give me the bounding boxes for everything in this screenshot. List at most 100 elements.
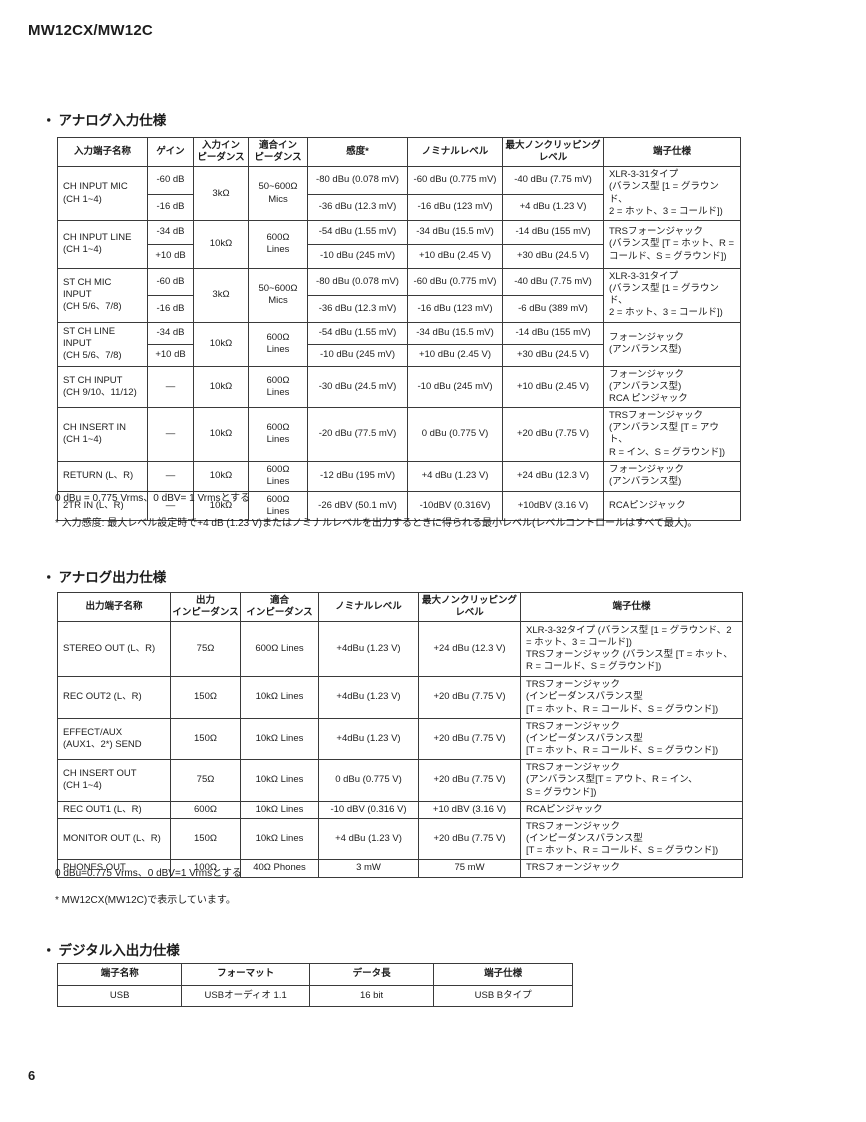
table-cell: REC OUT1 (L、R) bbox=[57, 800, 171, 819]
table-cell: TRSフォーンジャック (インピーダンスバランス型 [T = ホット、R = コ… bbox=[520, 817, 743, 861]
table-cell: CH INPUT LINE (CH 1~4) bbox=[57, 219, 148, 269]
table-cell: -16 dB bbox=[147, 294, 194, 323]
table-cell: — bbox=[147, 490, 194, 521]
table-row: RETURN (L、R) —10kΩ 600Ω Lines -12 dBu (195 … bbox=[57, 460, 741, 492]
table-cell: 16 bit bbox=[308, 985, 435, 1007]
table-cell: 600Ω bbox=[170, 800, 241, 819]
table-cell: XLR-3-32タイプ (バランス型 [1 = グラウンド、2 = ホット、3 … bbox=[520, 621, 743, 678]
table-cell: +4dBu (1.23 V) bbox=[318, 717, 419, 761]
table-cell: -34 dB bbox=[147, 219, 194, 245]
table-cell: 600Ω Lines bbox=[248, 365, 308, 409]
table-cell: +20 dBu (7.75 V) bbox=[418, 759, 521, 802]
table-cell: +20 dBu (7.75 V) bbox=[502, 407, 604, 462]
section-title-analog-input: ・アナログ入力仕様 bbox=[42, 109, 166, 129]
table-row: MONITOR OUT (L、R) 150Ω 10kΩ Lines +4 dBu (1… bbox=[57, 817, 743, 861]
table-cell: — bbox=[147, 460, 194, 492]
table-cell: +20 dBu (7.75 V) bbox=[418, 676, 521, 719]
table-cell: RCAピンジャック bbox=[603, 490, 741, 521]
table-cell: +30 dBu (24.5 V) bbox=[502, 343, 604, 367]
table-cell: 10kΩ Lines bbox=[240, 817, 319, 861]
section-title-digital-io: ・デジタル入出力仕様 bbox=[42, 939, 180, 959]
table-cell: -10 dBu (245 mV) bbox=[307, 243, 408, 269]
table-cell: ST CH LINE INPUT (CH 5/6、7/8) bbox=[57, 321, 148, 367]
page-number: 6 bbox=[28, 1068, 36, 1083]
table-cell: CH INPUT MIC (CH 1~4) bbox=[57, 166, 148, 221]
table-cell: -14 dBu (155 mV) bbox=[502, 219, 604, 245]
table-row: STEREO OUT (L、R) 75Ω 600Ω Lines +4dBu (1.23… bbox=[57, 621, 743, 678]
table-cell: +4dBu (1.23 V) bbox=[318, 676, 419, 719]
table-cell: 75Ω bbox=[170, 759, 241, 802]
table-cell: +30 dBu (24.5 V) bbox=[502, 243, 604, 269]
table-cell: -6 dBu (389 mV) bbox=[502, 294, 604, 323]
digital-io-spec-table: 端子名称 フォーマット データ長 端子仕様 USB USBオーディオ 1.1 16 bit U… bbox=[56, 963, 573, 1007]
table-cell: 10kΩ bbox=[193, 460, 249, 492]
table-cell: -10dBV (0.316V) bbox=[407, 490, 503, 521]
table-cell: 3kΩ bbox=[193, 267, 249, 323]
table-cell: XLR-3-31タイプ (バランス型 [1 = グラウンド、 2 = ホット、3… bbox=[603, 267, 741, 323]
table-cell: 10kΩ bbox=[193, 365, 249, 409]
table-cell: -10 dBV (0.316 V) bbox=[318, 800, 419, 819]
table-row: 2TR IN (L、R) —10kΩ 600Ω Lines -26 dBV (50.1… bbox=[57, 490, 741, 521]
table-cell: +10 dB bbox=[147, 343, 194, 367]
table-cell: TRSフォーンジャック bbox=[520, 859, 743, 878]
table-cell: — bbox=[147, 365, 194, 409]
table-cell: RETURN (L、R) bbox=[57, 460, 148, 492]
table-cell: +10 dBu (2.45 V) bbox=[407, 243, 503, 269]
table-cell: -36 dBu (12.3 mV) bbox=[307, 193, 408, 221]
table-cell: 10kΩ bbox=[193, 219, 249, 269]
table-cell: 2TR IN (L、R) bbox=[57, 490, 148, 521]
table-cell: REC OUT2 (L、R) bbox=[57, 676, 171, 719]
table-row: ST CH MIC INPUT (CH 5/6、7/8) -60 dB 3kΩ 50~… bbox=[57, 267, 741, 323]
column-header: 感度* bbox=[307, 136, 408, 168]
table-cell: 600Ω Lines bbox=[248, 460, 308, 492]
table-cell: -80 dBu (0.078 mV) bbox=[307, 166, 408, 195]
spec-table: 入力端子名称 ゲイン 入力イン ピーダンス 適合イン ピーダンス 感度* ノミナルレベル最… bbox=[57, 136, 741, 521]
table-cell: -40 dBu (7.75 mV) bbox=[502, 166, 604, 195]
table-row: ST CH INPUT (CH 9/10、11/12) —10kΩ 600Ω Lin… bbox=[57, 365, 741, 409]
table-cell: +20 dBu (7.75 V) bbox=[418, 817, 521, 861]
table-row: +10 dB -10 dBu (245 mV) +10 dBu (2.45 V) +3… bbox=[58, 243, 741, 269]
table-cell: 75Ω bbox=[170, 621, 241, 678]
column-header: ゲイン bbox=[147, 136, 194, 168]
table-cell: 0 dBu (0.775 V) bbox=[407, 407, 503, 462]
table-cell: 10kΩ Lines bbox=[240, 759, 319, 802]
table-cell: 600Ω Lines bbox=[240, 621, 319, 678]
column-header: 端子名称 bbox=[56, 963, 183, 986]
table-cell: 3kΩ bbox=[193, 166, 249, 221]
column-header: 出力端子名称 bbox=[57, 591, 171, 623]
table-cell: 10kΩ bbox=[193, 321, 249, 367]
table-cell: -60 dB bbox=[147, 166, 194, 195]
table-row: CH INSERT OUT (CH 1~4) 75Ω 10kΩ Lines 0 dBu… bbox=[57, 759, 743, 802]
table-cell: 10kΩ bbox=[193, 407, 249, 462]
table-cell: RCAピンジャック bbox=[520, 800, 743, 819]
section-bullet: ・ bbox=[42, 113, 56, 128]
column-header: フォーマット bbox=[181, 963, 310, 986]
table-cell: -60 dB bbox=[147, 267, 194, 296]
table-cell: +20 dBu (7.75 V) bbox=[418, 717, 521, 761]
column-header: 適合イン ピーダンス bbox=[248, 136, 308, 168]
table-cell: — bbox=[147, 407, 194, 462]
column-header: 入力端子名称 bbox=[57, 136, 148, 168]
table-row: +10 dB -10 dBu (245 mV) +10 dBu (2.45 V) +3… bbox=[58, 343, 741, 367]
doc-title: MW12CX/MW12C bbox=[28, 22, 153, 39]
table-cell: -54 dBu (1.55 mV) bbox=[307, 321, 408, 345]
table-cell: USB bbox=[56, 985, 183, 1007]
table-cell: -26 dBV (50.1 mV) bbox=[307, 490, 408, 521]
table-cell: -60 dBu (0.775 mV) bbox=[407, 267, 503, 296]
column-header: ノミナルレベル bbox=[407, 136, 503, 168]
table-row: EFFECT/AUX (AUX1、2*) SEND 150Ω 10kΩ Lines +… bbox=[57, 717, 743, 761]
table-cell: -34 dB bbox=[147, 321, 194, 345]
table-cell: TRSフォーンジャック (アンバランス型 [T = アウト、 R = イン、S … bbox=[603, 407, 741, 462]
table-cell: フォーンジャック (アンバランス型) RCA ピンジャック bbox=[603, 365, 741, 409]
table-cell: -40 dBu (7.75 mV) bbox=[502, 267, 604, 296]
section-title-text: アナログ出力仕様 bbox=[58, 570, 167, 585]
table-row: -16 dB -36 dBu (12.3 mV) -16 dBu (123 mV) +… bbox=[58, 193, 741, 221]
section-title-text: デジタル入出力仕様 bbox=[58, 943, 180, 958]
table-cell: 10kΩ Lines bbox=[240, 717, 319, 761]
table-cell: -16 dBu (123 mV) bbox=[407, 294, 503, 323]
footnote-input-reference-levels: 0 dBu = 0.775 Vrms、0 dBV= 1 Vrmsとする bbox=[55, 493, 251, 504]
table-cell: -20 dBu (77.5 mV) bbox=[307, 407, 408, 462]
table-cell: 600Ω Lines bbox=[248, 219, 308, 269]
table-cell: -30 dBu (24.5 mV) bbox=[307, 365, 408, 409]
